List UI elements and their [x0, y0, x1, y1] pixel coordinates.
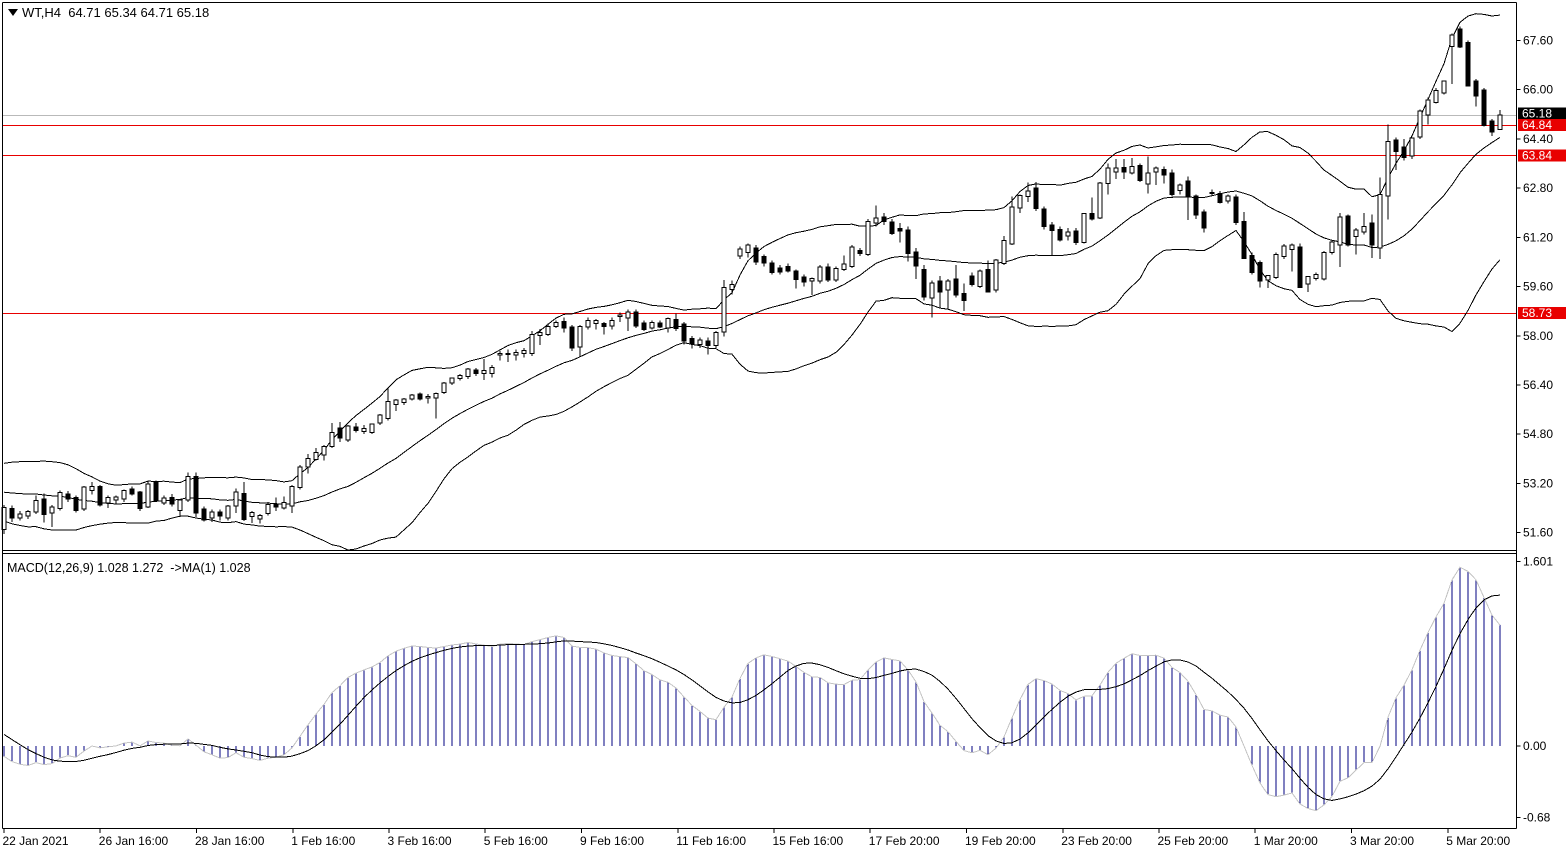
svg-text:25 Feb 20:00: 25 Feb 20:00	[1158, 834, 1229, 848]
svg-text:5 Feb 16:00: 5 Feb 16:00	[484, 834, 548, 848]
svg-text:3 Feb 16:00: 3 Feb 16:00	[388, 834, 452, 848]
svg-text:58.00: 58.00	[1523, 329, 1553, 343]
svg-text:0.00: 0.00	[1523, 739, 1547, 753]
svg-text:15 Feb 16:00: 15 Feb 16:00	[773, 834, 844, 848]
svg-text:65.18: 65.18	[1522, 107, 1552, 121]
svg-text:62.80: 62.80	[1523, 181, 1553, 195]
svg-text:3 Mar 20:00: 3 Mar 20:00	[1350, 834, 1414, 848]
svg-text:28 Jan 16:00: 28 Jan 16:00	[195, 834, 265, 848]
svg-text:67.60: 67.60	[1523, 34, 1553, 48]
svg-text:1 Feb 16:00: 1 Feb 16:00	[291, 834, 355, 848]
svg-text:MACD(12,26,9) 1.028 1.272 ->M: MACD(12,26,9) 1.028 1.272 ->MA(1) 1.028	[7, 561, 251, 575]
svg-text:53.20: 53.20	[1523, 476, 1553, 490]
svg-text:5 Mar 20:00: 5 Mar 20:00	[1446, 834, 1510, 848]
svg-text:59.60: 59.60	[1523, 280, 1553, 294]
svg-text:61.20: 61.20	[1523, 230, 1553, 244]
svg-text:63.84: 63.84	[1522, 149, 1552, 163]
svg-text:17 Feb 20:00: 17 Feb 20:00	[869, 834, 940, 848]
svg-text:11 Feb 16:00: 11 Feb 16:00	[676, 834, 746, 848]
svg-text:WT,H4 64.71 65.34 64.71 65.18: WT,H4 64.71 65.34 64.71 65.18	[22, 5, 209, 20]
svg-text:19 Feb 20:00: 19 Feb 20:00	[965, 834, 1036, 848]
svg-text:54.80: 54.80	[1523, 427, 1553, 441]
svg-text:26 Jan 16:00: 26 Jan 16:00	[99, 834, 169, 848]
svg-text:23 Feb 20:00: 23 Feb 20:00	[1061, 834, 1132, 848]
svg-text:64.84: 64.84	[1522, 118, 1552, 132]
svg-text:-0.68: -0.68	[1523, 811, 1551, 825]
svg-text:58.73: 58.73	[1522, 306, 1552, 320]
svg-text:22 Jan 2021: 22 Jan 2021	[3, 834, 69, 848]
svg-text:1.601: 1.601	[1523, 555, 1553, 569]
svg-text:51.60: 51.60	[1523, 526, 1553, 540]
svg-text:9 Feb 16:00: 9 Feb 16:00	[580, 834, 644, 848]
svg-text:1 Mar 20:00: 1 Mar 20:00	[1254, 834, 1318, 848]
svg-text:66.00: 66.00	[1523, 83, 1553, 97]
svg-text:56.40: 56.40	[1523, 378, 1553, 392]
svg-text:64.40: 64.40	[1523, 132, 1553, 146]
